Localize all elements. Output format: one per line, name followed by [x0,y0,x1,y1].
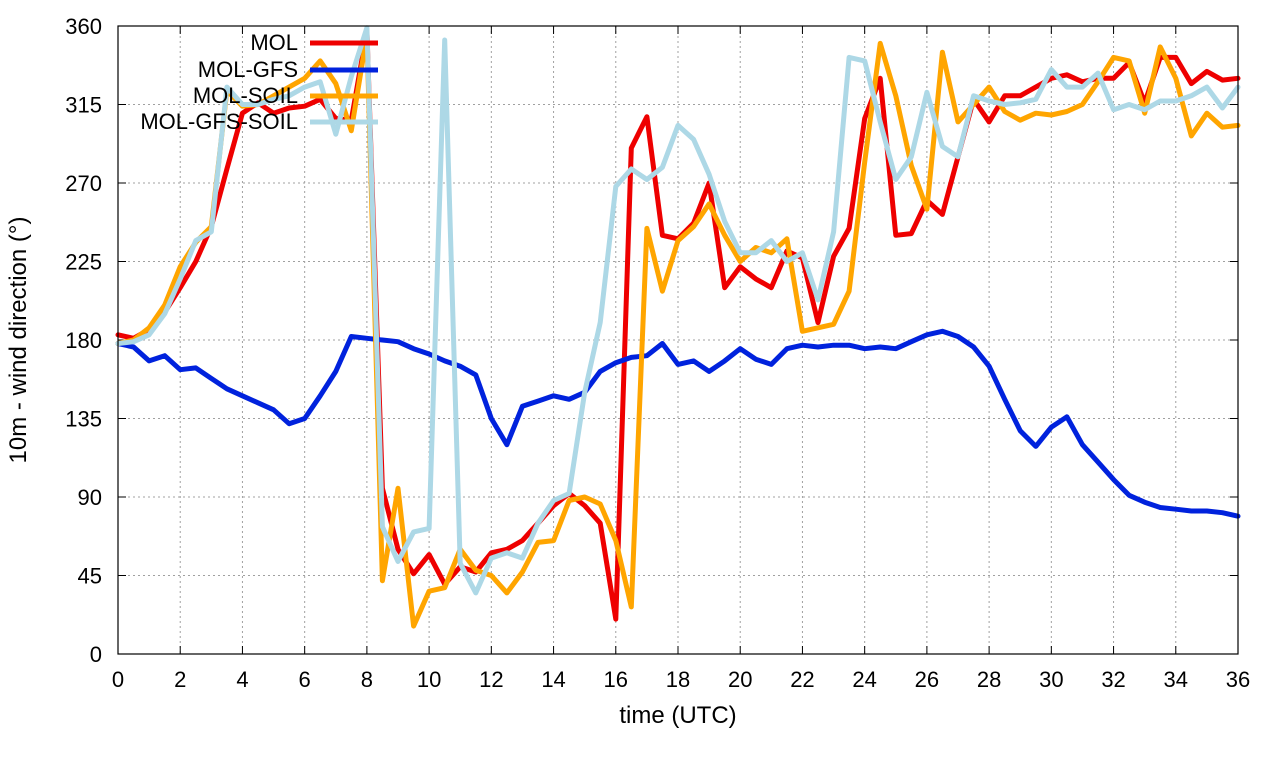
x-tick-labels: 0 2 4 6 8 10 12 14 16 18 20 22 24 26 28 30 32 34 36 [112,667,1250,692]
y-tick-label: 90 [78,485,102,510]
y-tick-label: 180 [65,328,102,353]
y-tick-label: 45 [78,564,102,589]
x-tick-label: 16 [604,667,628,692]
y-tick-label: 135 [65,407,102,432]
x-tick-label: 10 [417,667,441,692]
series-lines [115,25,1241,629]
y-tick-labels: 0 45 90 135 180 225 270 315 360 [65,14,102,667]
series-line-mol-gfs-soil [115,25,1241,596]
x-tick-label: 8 [361,667,373,692]
x-tick-label: 18 [666,667,690,692]
y-tick-label: 360 [65,14,102,39]
x-tick-label: 28 [977,667,1001,692]
x-tick-label: 26 [915,667,939,692]
x-tick-label: 34 [1164,667,1188,692]
series-line-mol-soil [115,32,1241,629]
legend-label-mol-gfs-soil: MOL-GFS-SOIL [140,109,298,134]
x-tick-label: 2 [174,667,186,692]
x-tick-label: 22 [790,667,814,692]
x-tick-label: 12 [479,667,503,692]
y-tick-label: 270 [65,171,102,196]
x-tick-label: 20 [728,667,752,692]
legend-label-mol-gfs: MOL-GFS [198,57,298,82]
x-tick-label: 4 [236,667,248,692]
x-tick-label: 32 [1101,667,1125,692]
plot-frame [117,25,1239,655]
legend-label-mol: MOL [250,30,298,55]
y-tick-label: 225 [65,250,102,275]
x-tick-label: 24 [852,667,876,692]
x-tick-label: 14 [541,667,565,692]
legend-label-mol-soil: MOL-SOIL [193,83,298,108]
series-line-mol-gfs [115,328,1241,519]
x-tick-label: 30 [1039,667,1063,692]
y-axis-title: 10m - wind direction (°) [5,216,32,463]
y-tick-label: 315 [65,93,102,118]
y-tick-label: 0 [90,642,102,667]
x-tick-label: 6 [299,667,311,692]
x-axis-title: time (UTC) [619,702,736,729]
x-tick-label: 0 [112,667,124,692]
x-tick-label: 36 [1226,667,1250,692]
